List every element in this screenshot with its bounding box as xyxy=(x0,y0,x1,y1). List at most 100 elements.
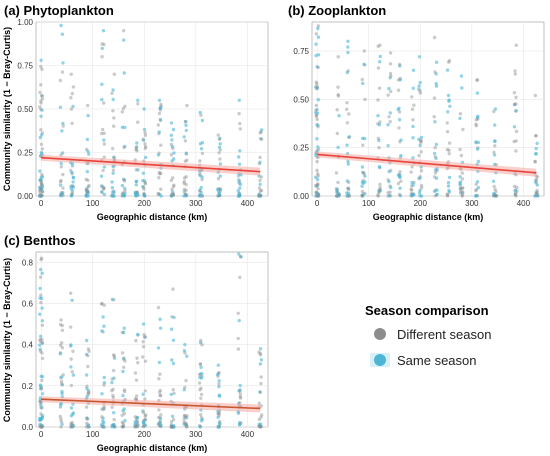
point-different-season xyxy=(512,184,517,189)
point-different-season xyxy=(514,149,518,153)
point-same-season xyxy=(169,327,174,331)
point-same-season xyxy=(446,110,450,114)
point-same-season xyxy=(169,133,173,137)
point-different-season xyxy=(120,413,124,417)
y-tick-label: 0.50 xyxy=(17,105,33,114)
point-same-season xyxy=(121,193,126,197)
point-different-season xyxy=(100,131,104,136)
point-same-season xyxy=(61,121,65,126)
point-same-season xyxy=(432,189,437,193)
point-same-season xyxy=(99,423,104,427)
point-different-season xyxy=(111,387,115,391)
point-different-season xyxy=(447,141,452,145)
point-same-season xyxy=(434,72,438,76)
point-different-season xyxy=(169,153,174,157)
point-different-season xyxy=(200,177,204,182)
point-same-season xyxy=(71,176,76,180)
point-different-season xyxy=(59,318,63,322)
point-different-season xyxy=(84,187,89,191)
point-same-season xyxy=(258,390,262,394)
point-same-season xyxy=(397,118,402,122)
point-different-season xyxy=(388,120,392,124)
point-same-season xyxy=(237,155,241,159)
point-different-season xyxy=(111,146,115,151)
point-same-season xyxy=(314,42,318,46)
point-different-season xyxy=(143,417,147,422)
point-same-season xyxy=(476,159,481,164)
point-same-season xyxy=(70,189,75,193)
point-same-season xyxy=(409,193,413,198)
point-different-season xyxy=(433,146,437,150)
point-same-season xyxy=(346,162,350,166)
point-different-season xyxy=(157,377,161,381)
panel-a-x-axis-title: Geographic distance (km) xyxy=(97,212,208,222)
trend-line xyxy=(41,156,261,173)
point-same-season xyxy=(110,380,114,385)
point-same-season xyxy=(315,111,319,115)
point-same-season xyxy=(39,114,43,119)
point-same-season xyxy=(71,185,76,189)
point-same-season xyxy=(171,361,176,366)
trend-line xyxy=(41,398,261,410)
point-different-season xyxy=(123,104,127,109)
legend-label-same-season: Same season xyxy=(397,353,477,368)
point-different-season xyxy=(459,153,464,158)
point-different-season xyxy=(69,421,73,426)
point-different-season xyxy=(184,378,188,383)
point-different-season xyxy=(135,149,139,153)
point-different-season xyxy=(347,112,351,116)
point-different-season xyxy=(39,101,43,105)
point-different-season xyxy=(258,425,262,429)
point-same-season xyxy=(315,137,319,141)
point-same-season xyxy=(448,104,452,109)
point-different-season xyxy=(184,421,188,425)
point-same-season xyxy=(112,422,116,427)
point-different-season xyxy=(86,347,91,351)
point-different-season xyxy=(184,188,188,192)
point-different-season xyxy=(39,257,43,262)
point-same-season xyxy=(59,161,63,166)
point-different-season xyxy=(238,395,242,399)
point-different-season xyxy=(238,400,242,405)
point-different-season xyxy=(102,42,106,47)
point-different-season xyxy=(336,55,340,59)
point-different-season xyxy=(412,103,416,107)
point-different-season xyxy=(122,411,127,416)
point-same-season xyxy=(360,184,364,188)
point-same-season xyxy=(216,415,220,419)
point-same-season xyxy=(387,169,391,174)
point-different-season xyxy=(376,193,380,197)
point-different-season xyxy=(110,389,114,393)
point-same-season xyxy=(122,407,126,411)
x-tick-label: 400 xyxy=(241,430,255,439)
point-different-season xyxy=(314,108,318,113)
point-same-season xyxy=(85,394,89,399)
point-different-season xyxy=(397,62,402,67)
point-different-season xyxy=(459,189,463,193)
point-same-season xyxy=(258,194,262,198)
point-same-season xyxy=(39,267,43,272)
point-same-season xyxy=(40,94,44,98)
point-different-season xyxy=(112,124,116,128)
point-different-season xyxy=(172,391,176,395)
point-same-season xyxy=(218,136,222,140)
point-same-season xyxy=(459,74,464,78)
point-different-season xyxy=(447,59,452,63)
point-different-season xyxy=(420,183,424,188)
point-different-season xyxy=(85,417,90,421)
point-different-season xyxy=(336,85,340,89)
panel-b-title: (b) Zooplankton xyxy=(288,3,386,18)
point-same-season xyxy=(101,29,106,33)
point-different-season xyxy=(362,171,366,175)
point-different-season xyxy=(169,178,173,183)
point-same-season xyxy=(39,334,43,338)
point-different-season xyxy=(474,122,478,126)
point-same-season xyxy=(418,176,422,180)
x-tick-label: 200 xyxy=(414,199,428,208)
point-same-season xyxy=(121,357,126,361)
point-same-season xyxy=(362,62,366,66)
point-different-season xyxy=(535,190,539,195)
point-same-season xyxy=(157,98,162,103)
point-same-season xyxy=(238,383,242,388)
point-different-season xyxy=(458,147,462,152)
